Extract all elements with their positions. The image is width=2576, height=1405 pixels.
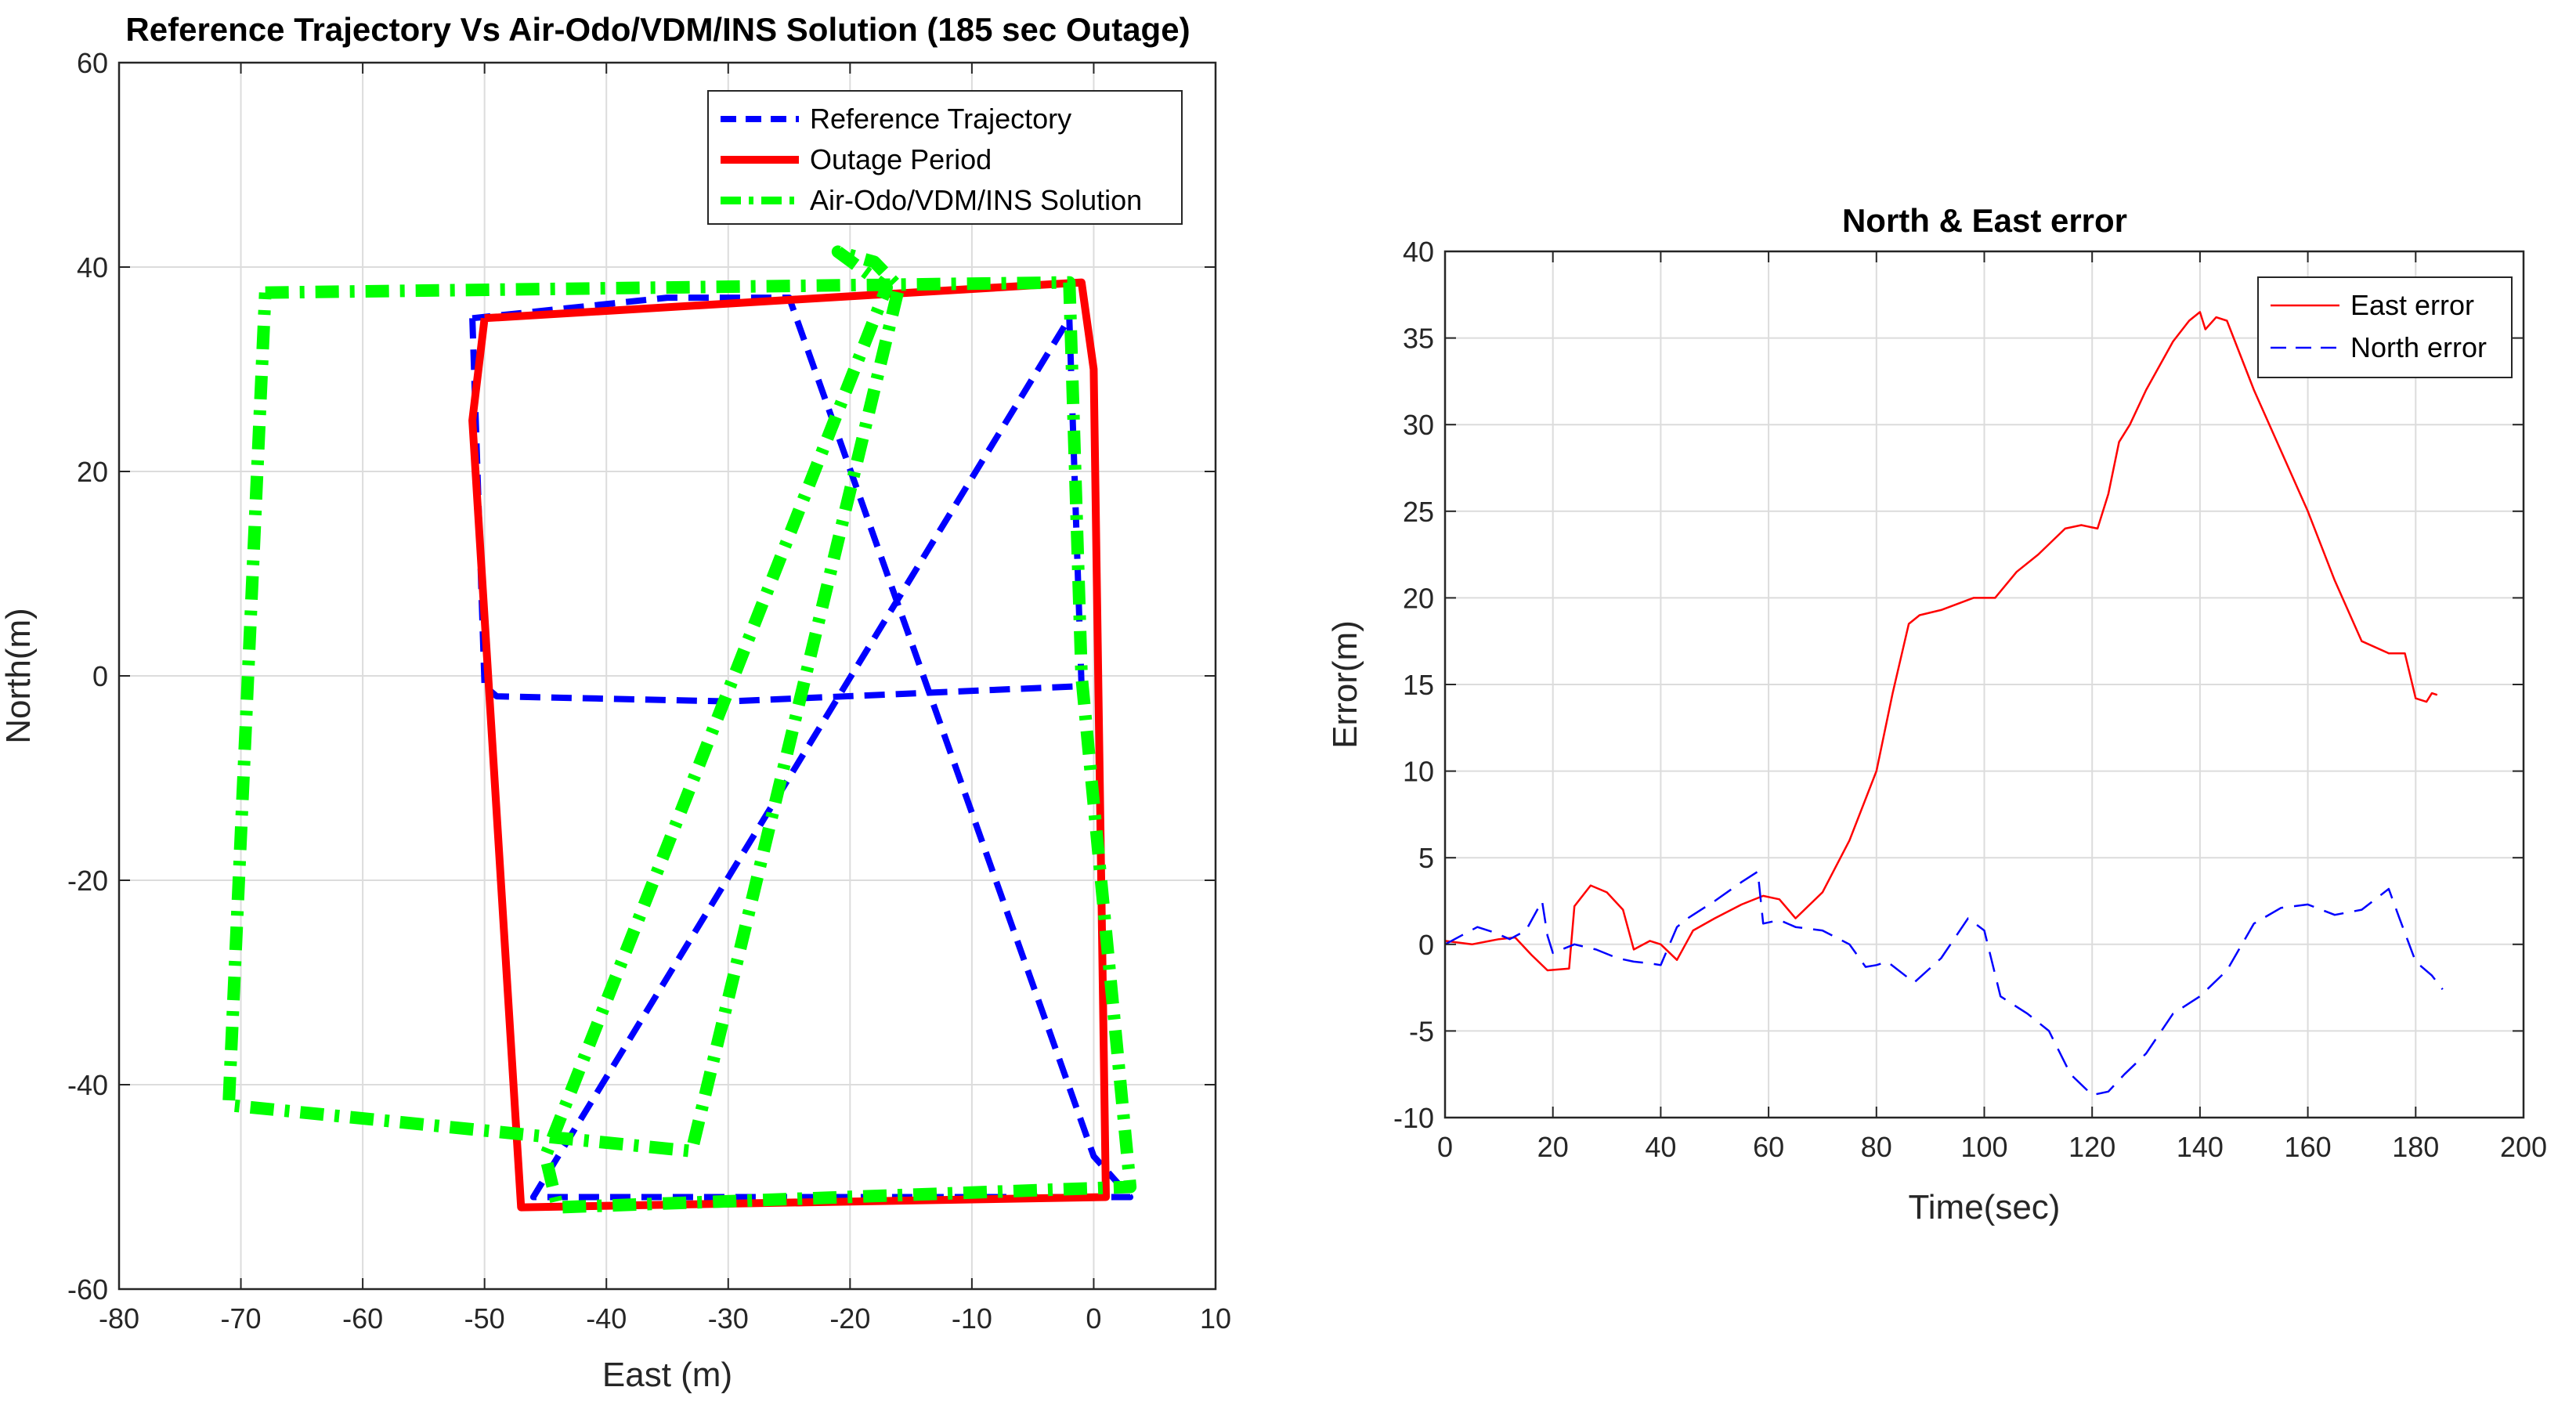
c0-x-tick-label: -20 [829,1302,870,1335]
c0-y-tick-label: 60 [77,47,108,79]
c1-x-tick-label: 180 [2392,1131,2439,1163]
c0-x-tick-label: 0 [1086,1302,1101,1335]
c1-legend: East error North error [2257,276,2513,378]
c1-y-tick-label: 25 [1403,496,1434,528]
c0-legend-label: Air-Odo/VDM/INS Solution [810,184,1142,216]
c1-y-tick-label: 35 [1403,323,1434,355]
c1-legend-label: East error [2350,289,2474,321]
c1-y-tick-label: 5 [1418,842,1434,874]
c0-title: Reference Trajectory Vs Air-Odo/VDM/INS … [125,11,1190,48]
c1-x-tick-label: 80 [1861,1131,1892,1163]
c0-x-tick-label: -10 [952,1302,992,1335]
c1-y-tick-label: 15 [1403,669,1434,701]
c1-y-tick-label: 30 [1403,409,1434,441]
c0-series-air-odo-vdm-ins-solution [222,245,1137,1214]
c0-x-tick-label: -40 [586,1302,627,1335]
c0-y-tick-label: 40 [77,251,108,284]
c0-x-tick-label: -70 [221,1302,262,1335]
c0-y-axis-label: North(m) [0,608,38,744]
c0-legend-label: Outage Period [810,143,992,175]
c0-x-axis-label: East (m) [602,1356,732,1394]
c1-x-tick-label: 60 [1753,1131,1784,1163]
c0-y-tick-label: -40 [67,1069,108,1101]
c1-x-tick-label: 100 [1960,1131,2007,1163]
c0-x-tick-label: -50 [464,1302,505,1335]
c0-y-tick-label: 20 [77,456,108,488]
c1-x-tick-label: 40 [1645,1131,1676,1163]
c1-legend-label: North error [2350,331,2487,363]
error-chart: 0 20 40 60 80 100 120 140 160 180 200 -10 -5 0 5 10 15 20… [1326,202,2547,1226]
c1-x-tick-label: 20 [1537,1131,1569,1163]
c1-x-tick-label: 160 [2285,1131,2332,1163]
c1-y-tick-label: 20 [1403,582,1434,614]
c1-x-tick-label: 140 [2177,1131,2224,1163]
c1-series-east-error [1444,311,2438,972]
c0-x-tick-label: -60 [342,1302,383,1335]
c1-title: North & East error [1842,202,2127,239]
c1-series-north-error [1444,870,2444,1096]
c0-y-tick-label: -60 [67,1273,108,1306]
c0-x-tick-label: -30 [708,1302,749,1335]
c1-x-tick-label: 200 [2500,1131,2547,1163]
c1-y-tick-label: 0 [1418,929,1434,961]
trajectory-chart: -80 -70 -60 -50 -40 -30 -20 -10 0 10 -60 -40 -20 0 20 4… [0,11,1231,1394]
c0-x-tick-label: 10 [1200,1302,1231,1335]
c0-y-tick-label: 0 [92,660,108,692]
c1-legend-box [2257,276,2513,378]
c0-x-tick-label: -80 [99,1302,139,1335]
c1-x-axis-label: Time(sec) [1909,1188,2061,1226]
c0-y-tick-label: -20 [67,865,108,897]
c1-y-tick-label: -5 [1409,1015,1434,1047]
c1-x-tick-label: 0 [1437,1131,1453,1163]
c0-legend-label: Reference Trajectory [810,103,1071,135]
c1-y-axis-label: Error(m) [1326,620,1364,749]
c1-y-tick-label: -10 [1393,1102,1434,1134]
c1-y-tick-label: 40 [1403,236,1434,268]
c1-x-tick-label: 120 [2068,1131,2115,1163]
c0-series-outage-period [468,278,1110,1212]
c1-y-tick-label: 10 [1403,756,1434,788]
c0-legend: Reference Trajectory Outage Period Air-Odo… [707,90,1183,225]
